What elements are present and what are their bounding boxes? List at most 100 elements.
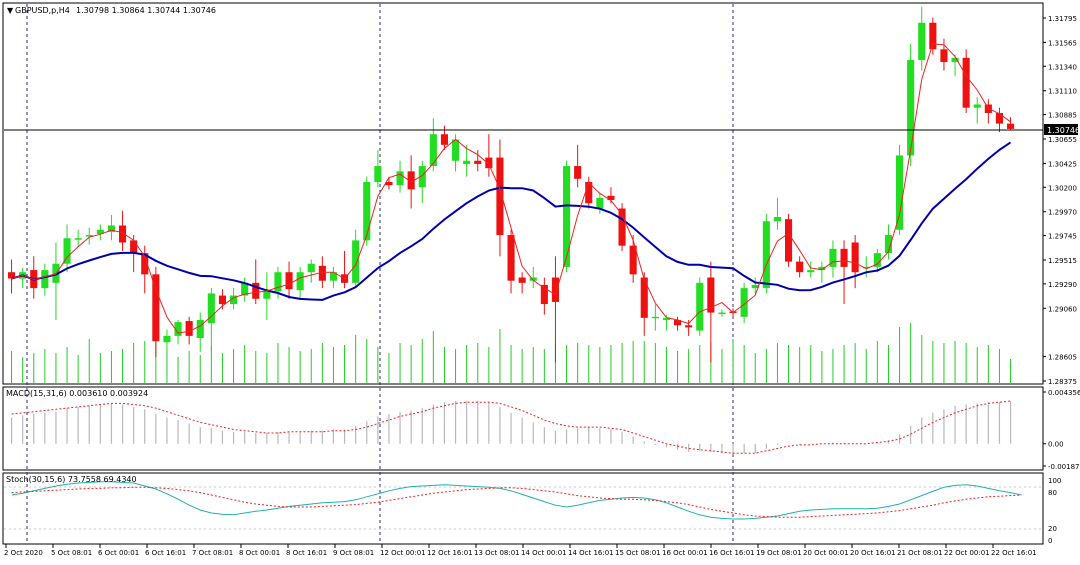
price-tick-label: 1.29745 bbox=[1048, 233, 1077, 241]
bull-candle bbox=[818, 266, 826, 271]
time-tick-label: 14 Oct 16:01 bbox=[568, 549, 614, 557]
bull-candle bbox=[263, 291, 271, 299]
time-tick-label: 8 Oct 16:01 bbox=[286, 549, 327, 557]
ohlc-readout: 1.30798 1.30864 1.30744 1.30746 bbox=[76, 6, 216, 15]
bear-candle bbox=[407, 171, 415, 190]
bull-candle bbox=[862, 266, 870, 269]
bear-candle bbox=[995, 112, 1003, 124]
bear-candle bbox=[618, 208, 626, 246]
bear-candle bbox=[707, 277, 715, 313]
bear-candle bbox=[929, 22, 937, 50]
price-panel[interactable] bbox=[2, 2, 1044, 385]
time-tick-label: 6 Oct 16:01 bbox=[145, 549, 186, 557]
price-tick-label: 1.28605 bbox=[1048, 354, 1077, 362]
bull-candle bbox=[651, 316, 659, 319]
fast-moving-average-line bbox=[11, 43, 1011, 334]
time-tick-label: 2 Oct 2020 bbox=[4, 549, 43, 557]
price-tick-label: 1.29970 bbox=[1048, 209, 1077, 217]
bear-candle bbox=[685, 325, 693, 328]
bull-candle bbox=[884, 235, 892, 254]
bear-candle bbox=[851, 242, 859, 273]
price-tick-label: 1.31565 bbox=[1048, 39, 1077, 47]
bull-candle bbox=[396, 171, 404, 186]
bear-candle bbox=[285, 272, 293, 290]
time-tick-label: 16 Oct 00:01 bbox=[662, 549, 708, 557]
macd-layer bbox=[10, 400, 1012, 455]
slow-moving-average-line bbox=[11, 141, 1012, 301]
bull-candle bbox=[452, 139, 460, 161]
time-tick-label: 19 Oct 08:01 bbox=[756, 549, 802, 557]
bear-candle bbox=[496, 157, 504, 236]
bull-candle bbox=[74, 238, 82, 240]
bull-candle bbox=[241, 282, 249, 296]
bull-candle bbox=[973, 104, 981, 108]
chart-menu-icon[interactable]: ▼ bbox=[7, 6, 14, 15]
time-tick-label: 21 Oct 08:01 bbox=[897, 549, 943, 557]
bear-candle bbox=[119, 225, 127, 243]
bull-candle bbox=[63, 238, 71, 264]
bull-candle bbox=[374, 166, 382, 182]
bear-candle bbox=[551, 277, 559, 302]
bear-candle bbox=[152, 274, 160, 342]
bull-candle bbox=[918, 22, 926, 60]
time-tick-label: 7 Oct 08:01 bbox=[192, 549, 233, 557]
bull-candle bbox=[429, 134, 437, 167]
bear-candle bbox=[507, 235, 515, 281]
bull-candle bbox=[163, 335, 171, 343]
bull-candle bbox=[740, 288, 748, 317]
bear-candle bbox=[629, 245, 637, 275]
bear-candle bbox=[218, 295, 226, 305]
bull-candle bbox=[829, 248, 837, 267]
price-tick-label: 1.30655 bbox=[1048, 136, 1077, 144]
bull-candle bbox=[463, 160, 471, 164]
stoch-tick-label: 80 bbox=[1048, 489, 1057, 497]
bear-candle bbox=[141, 253, 149, 275]
symbol-info: GBPUSD,p,H4 bbox=[15, 6, 70, 15]
time-tick-label: 22 Oct 00:01 bbox=[944, 549, 990, 557]
stoch-label: Stoch(30,15,6) 73.7558 69.4340 bbox=[6, 475, 137, 484]
macd-tick-label: 0.004356 bbox=[1048, 389, 1080, 397]
time-tick-label: 12 Oct 00:01 bbox=[380, 549, 426, 557]
price-tick-label: 1.31110 bbox=[1048, 88, 1077, 96]
bull-candle bbox=[418, 166, 426, 188]
bear-candle bbox=[318, 265, 326, 281]
bull-candle bbox=[718, 312, 726, 315]
macd-panel[interactable] bbox=[2, 386, 1044, 471]
time-tick-label: 16 Oct 16:01 bbox=[709, 549, 755, 557]
stoch-tick-label: 100 bbox=[1048, 477, 1061, 485]
bull-candle bbox=[762, 221, 770, 289]
bull-candle bbox=[751, 284, 759, 289]
bull-candle bbox=[773, 217, 781, 222]
bear-candle bbox=[130, 240, 138, 254]
bull-candle bbox=[363, 181, 371, 241]
macd-axis: 0.004356 0.00 -0.001876 bbox=[1043, 389, 1080, 471]
current-price-tag bbox=[1044, 124, 1078, 135]
price-axis[interactable]: 1.31795 1.31565 1.31340 1.31110 1.30885 1.306… bbox=[1043, 15, 1077, 386]
time-tick-label: 9 Oct 08:01 bbox=[333, 549, 374, 557]
time-tick-label: 14 Oct 00:01 bbox=[521, 549, 567, 557]
bear-candle bbox=[252, 282, 260, 299]
current-price-value: 1.30746 bbox=[1047, 126, 1080, 135]
time-tick-label: 6 Oct 00:01 bbox=[98, 549, 139, 557]
bear-candle bbox=[518, 277, 526, 283]
time-axis[interactable]: 2 Oct 2020 5 Oct 08:01 6 Oct 00:01 6 Oct 16… bbox=[4, 544, 1037, 557]
time-tick-label: 22 Oct 16:01 bbox=[991, 549, 1037, 557]
bull-candle bbox=[563, 166, 571, 267]
price-tick-label: 1.28375 bbox=[1048, 378, 1077, 386]
bear-candle bbox=[796, 261, 804, 273]
bull-candle bbox=[529, 277, 537, 281]
price-tick-label: 1.30885 bbox=[1048, 112, 1077, 120]
stoch-tick-label: 0 bbox=[1048, 537, 1052, 545]
bull-candle bbox=[274, 272, 282, 292]
time-tick-label: 15 Oct 08:01 bbox=[615, 549, 661, 557]
bull-candle bbox=[307, 263, 315, 273]
price-tick-label: 1.31340 bbox=[1048, 63, 1077, 71]
bull-candle bbox=[230, 295, 238, 305]
price-tick-label: 1.29515 bbox=[1048, 257, 1077, 265]
bear-candle bbox=[674, 319, 682, 326]
time-tick-label: 12 Oct 16:01 bbox=[427, 549, 473, 557]
bear-candle bbox=[640, 277, 648, 318]
macd-tick-label: 0.00 bbox=[1048, 441, 1064, 449]
bull-candle bbox=[41, 270, 49, 289]
